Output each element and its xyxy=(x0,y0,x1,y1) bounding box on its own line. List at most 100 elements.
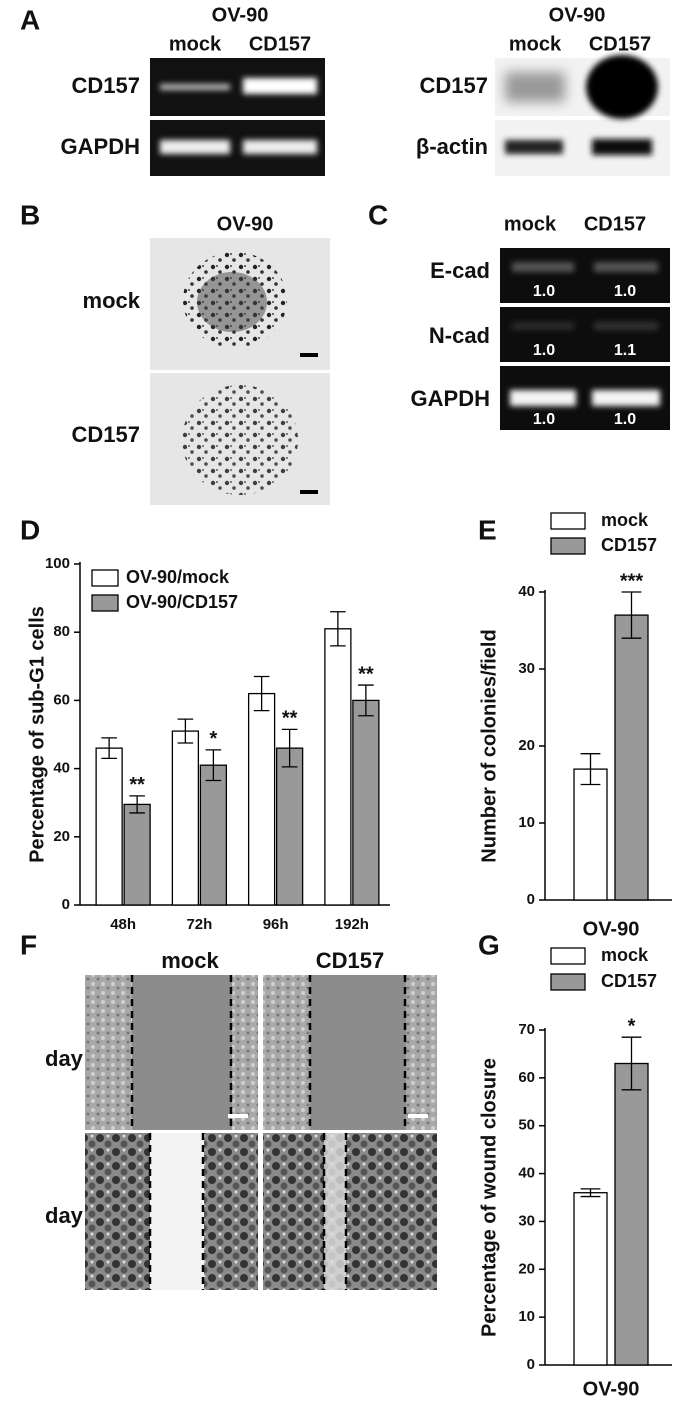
row-label: GAPDH xyxy=(61,134,140,159)
row-label: mock xyxy=(83,288,141,313)
significance: *** xyxy=(620,570,644,592)
error-bar xyxy=(580,1188,601,1198)
x-tick-label: 72h xyxy=(186,916,212,933)
panel-label: C xyxy=(368,199,388,230)
row-label: CD157 xyxy=(420,73,488,98)
bar xyxy=(247,692,276,906)
legend-label: OV-90/CD157 xyxy=(126,592,238,612)
cell-line: OV-90 xyxy=(217,213,274,235)
legend-swatch xyxy=(550,947,586,965)
error-bar xyxy=(129,795,145,814)
lane-label: CD157 xyxy=(589,33,651,55)
bar xyxy=(614,614,649,901)
legend-label: mock xyxy=(601,945,649,965)
lane-label: mock xyxy=(504,213,557,235)
ratio: 1.0 xyxy=(533,283,555,300)
bar xyxy=(573,1192,608,1366)
bar xyxy=(614,1062,649,1366)
row-label: N-cad xyxy=(429,323,490,348)
y-tick-label: 20 xyxy=(53,828,70,845)
x-tick-label: 96h xyxy=(263,916,289,933)
wound-image xyxy=(85,975,437,1290)
column-label: CD157 xyxy=(316,948,384,973)
ratio: 1.0 xyxy=(614,411,636,428)
y-tick-label: 0 xyxy=(527,1356,535,1373)
gel xyxy=(150,58,325,176)
colony-image xyxy=(150,238,330,505)
legend-swatch xyxy=(91,594,119,612)
y-tick-label: 20 xyxy=(518,1260,535,1277)
y-tick-label: 40 xyxy=(53,760,70,777)
panel-label: G xyxy=(478,929,500,960)
cell-line: OV-90 xyxy=(212,4,269,26)
bar xyxy=(573,768,608,901)
legend-label: mock xyxy=(601,510,649,530)
legend-label: CD157 xyxy=(601,971,657,991)
panel-label: A xyxy=(20,4,40,35)
bar xyxy=(352,699,380,906)
bar xyxy=(123,803,151,906)
y-tick-label: 100 xyxy=(45,555,70,572)
gel xyxy=(500,248,670,430)
y-tick-label: 30 xyxy=(518,660,535,677)
y-tick-label: 40 xyxy=(518,1165,535,1182)
x-tick-label: 48h xyxy=(110,916,136,933)
legend-label: CD157 xyxy=(601,535,657,555)
bar xyxy=(199,764,228,906)
cell-line: OV-90 xyxy=(549,4,606,26)
bar xyxy=(95,747,123,906)
bar xyxy=(275,747,304,906)
y-axis-label: Percentage of sub-G1 cells xyxy=(26,606,48,863)
bar xyxy=(324,628,352,906)
y-tick-label: 0 xyxy=(527,891,535,908)
y-tick-label: 60 xyxy=(53,691,70,708)
column-label: mock xyxy=(161,948,219,973)
error-bar xyxy=(358,684,374,717)
y-tick-label: 80 xyxy=(53,623,70,640)
y-tick-label: 70 xyxy=(518,1021,535,1038)
panel-label: F xyxy=(20,929,37,960)
x-tick-label: OV-90 xyxy=(583,1378,640,1400)
western-blot xyxy=(495,55,670,176)
bar xyxy=(171,730,200,906)
legend-swatch xyxy=(550,537,586,555)
significance: ** xyxy=(129,774,145,796)
lane-label: mock xyxy=(509,33,562,55)
legend-swatch xyxy=(550,512,586,530)
x-tick-label: OV-90 xyxy=(583,918,640,940)
panel-label: D xyxy=(20,514,40,545)
row-label: GAPDH xyxy=(411,386,490,411)
lane-label: mock xyxy=(169,33,222,55)
error-bar xyxy=(253,675,270,712)
y-axis-label: Number of colonies/field xyxy=(478,629,500,862)
significance: * xyxy=(209,728,217,750)
row-label: CD157 xyxy=(72,422,140,447)
error-bar xyxy=(205,749,222,782)
error-bar xyxy=(621,1036,642,1091)
error-bar xyxy=(101,737,117,760)
lane-label: CD157 xyxy=(584,213,646,235)
ratio: 1.0 xyxy=(614,283,636,300)
legend-swatch xyxy=(91,569,119,587)
significance: ** xyxy=(282,708,298,730)
panel-label: E xyxy=(478,514,497,545)
error-bar xyxy=(281,728,298,768)
error-bar xyxy=(330,611,346,647)
panel-label: B xyxy=(20,199,40,230)
legend-swatch xyxy=(550,973,586,991)
significance: * xyxy=(628,1015,636,1037)
lane-label: CD157 xyxy=(249,33,311,55)
y-tick-label: 40 xyxy=(518,583,535,600)
error-bar xyxy=(621,591,642,639)
ratio: 1.0 xyxy=(533,411,555,428)
y-tick-label: 10 xyxy=(518,1308,535,1325)
ratio: 1.1 xyxy=(614,342,636,359)
y-tick-label: 10 xyxy=(518,814,535,831)
y-tick-label: 30 xyxy=(518,1212,535,1229)
y-tick-label: 20 xyxy=(518,737,535,754)
y-tick-label: 0 xyxy=(62,896,70,913)
y-axis-label: Percentage of wound closure xyxy=(478,1058,500,1337)
y-tick-label: 60 xyxy=(518,1069,535,1086)
ratio: 1.0 xyxy=(533,342,555,359)
